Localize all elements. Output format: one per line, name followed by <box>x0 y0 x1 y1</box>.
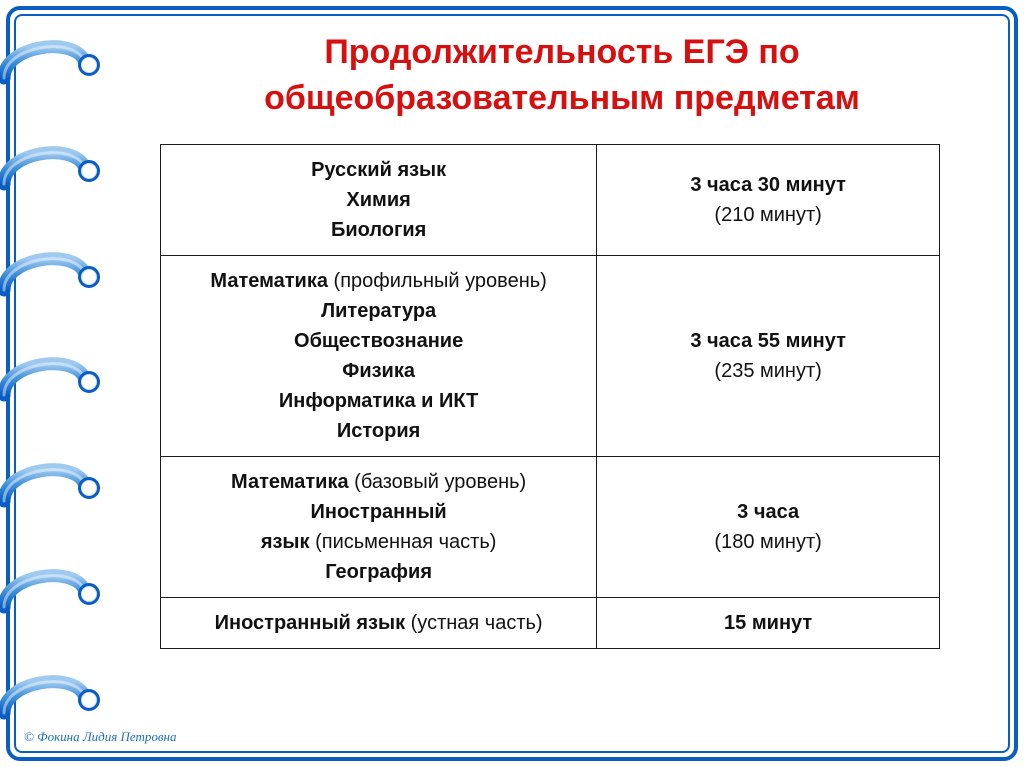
subject-line: Иностранный язык (устная часть) <box>179 608 578 638</box>
subject-line: Математика (базовый уровень) <box>179 467 578 497</box>
subjects-cell: Иностранный язык (устная часть) <box>161 598 597 649</box>
binder-ring <box>10 355 98 411</box>
binder-ring <box>10 250 98 306</box>
duration-line: 3 часа 30 минут <box>615 170 921 200</box>
subject-line: География <box>179 557 578 587</box>
binder-ring <box>10 673 98 729</box>
subjects-cell: Математика (профильный уровень)Литератур… <box>161 256 597 457</box>
subject-line: Химия <box>179 185 578 215</box>
duration-line: (210 минут) <box>615 200 921 230</box>
duration-cell: 3 часа(180 минут) <box>597 457 940 598</box>
duration-table: Русский языкХимияБиология3 часа 30 минут… <box>160 144 940 649</box>
binder-ring <box>10 567 98 623</box>
binder-ring <box>10 144 98 200</box>
table-row: Русский языкХимияБиология3 часа 30 минут… <box>161 145 940 256</box>
binder-ring <box>10 461 98 517</box>
duration-line: (235 минут) <box>615 356 921 386</box>
duration-line: 3 часа <box>615 497 921 527</box>
subjects-cell: Математика (базовый уровень)Иностранныйя… <box>161 457 597 598</box>
duration-line: 15 минут <box>615 608 921 638</box>
subject-line: Биология <box>179 215 578 245</box>
duration-line: (180 минут) <box>615 527 921 557</box>
spiral-binder <box>10 26 98 741</box>
duration-cell: 3 часа 30 минут(210 минут) <box>597 145 940 256</box>
duration-cell: 15 минут <box>597 598 940 649</box>
duration-line: 3 часа 55 минут <box>615 326 921 356</box>
slide-title: Продолжительность ЕГЭ по общеобразовател… <box>140 30 984 122</box>
subjects-cell: Русский языкХимияБиология <box>161 145 597 256</box>
slide: Продолжительность ЕГЭ по общеобразовател… <box>0 0 1024 767</box>
binder-ring <box>10 38 98 94</box>
table-row: Математика (профильный уровень)Литератур… <box>161 256 940 457</box>
subject-line: История <box>179 416 578 446</box>
footer-credit: © Фокина Лидия Петровна <box>24 729 177 745</box>
duration-table-wrap: Русский языкХимияБиология3 часа 30 минут… <box>160 144 940 649</box>
duration-cell: 3 часа 55 минут(235 минут) <box>597 256 940 457</box>
subject-line: Физика <box>179 356 578 386</box>
subject-line: Математика (профильный уровень) <box>179 266 578 296</box>
table-row: Математика (базовый уровень)Иностранныйя… <box>161 457 940 598</box>
subject-line: Литература <box>179 296 578 326</box>
subject-line: Русский язык <box>179 155 578 185</box>
subject-line: Иностранный <box>179 497 578 527</box>
subject-line: Обществознание <box>179 326 578 356</box>
table-row: Иностранный язык (устная часть) 15 минут <box>161 598 940 649</box>
subject-line: язык (письменная часть) <box>179 527 578 557</box>
subject-line: Информатика и ИКТ <box>179 386 578 416</box>
